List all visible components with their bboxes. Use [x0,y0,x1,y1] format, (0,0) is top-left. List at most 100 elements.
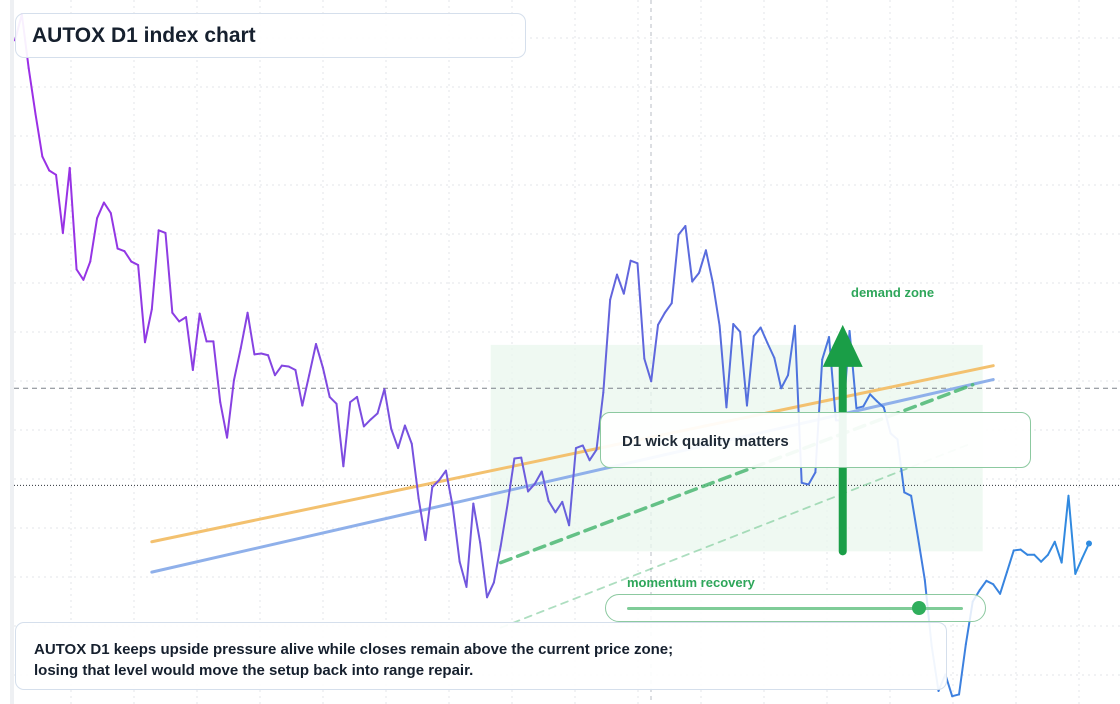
price-segment [609,273,618,301]
price-segment [1046,540,1056,556]
price-segment [506,457,516,506]
price-segment [390,428,400,450]
price-segment [287,365,297,372]
price-segment [862,393,872,408]
price-segment [643,357,653,383]
price-segment [96,201,105,220]
price-segment [520,456,530,493]
price-segment [725,323,735,409]
price-segment [1012,548,1022,552]
price-segment [171,311,181,323]
price-segment [595,391,605,451]
caption-line-2: losing that level would move the setup b… [34,662,474,679]
price-segment [451,506,461,563]
price-segment [294,369,304,407]
price-segment [431,479,441,489]
price-segment [636,262,646,360]
price-segment [267,354,276,377]
price-segment [232,347,242,382]
price-segment [48,169,58,176]
trendline-orange [150,364,995,544]
price-segment [677,225,687,236]
price-segment [951,693,961,698]
chart-title: AUTOX D1 index chart [15,13,526,58]
caption-line-1: AUTOX D1 keeps upside pressure alive whi… [34,641,674,658]
price-segment [321,366,331,398]
price-segment [178,316,188,323]
price-segment [711,281,721,327]
price-segment [561,500,571,527]
price-segment [191,312,201,372]
price-segment [992,583,1002,595]
price-segment [89,217,99,263]
left-axis-strip [10,0,14,704]
price-segment [554,500,564,514]
slider-knob[interactable] [912,601,927,615]
price-segment [985,579,995,586]
price-segment [780,374,790,390]
price-segment [116,247,126,253]
price-segment [684,225,694,283]
price-segment [301,374,311,407]
price-segment [479,541,489,599]
price-segment [55,173,64,234]
price-segment [766,342,776,359]
price-segment [157,229,167,234]
price-segment [663,302,673,314]
price-segment [458,560,468,588]
price-segment [602,298,612,394]
price-segment [800,481,810,486]
price-segment [102,201,112,214]
price-segment [588,448,598,462]
price-segment [732,323,742,333]
price-segment [1005,549,1015,574]
price-segment [82,260,92,281]
price-segment [704,249,714,284]
price-segment [807,471,817,486]
price-segment [513,456,523,460]
price-segment [226,379,235,439]
price-segment [362,418,372,428]
price-segment [143,308,153,344]
price-segment [34,113,44,158]
price-segment [622,259,632,295]
price-segment [745,335,755,407]
price-segment [486,581,495,599]
price-segment [349,395,359,404]
momentum-slider[interactable] [605,594,986,622]
price-segment [903,491,913,497]
price-segment [739,330,748,407]
price-segment [752,326,762,338]
price-segment [527,482,536,493]
price-segment [691,271,701,283]
note-callout: D1 wick quality matters [600,412,1031,468]
price-segment [718,324,728,409]
price-segment [999,571,1008,595]
price-segment [328,395,338,405]
price-segment [670,233,680,305]
price-segment [417,497,427,542]
trendline-green-faint [499,441,974,629]
price-segment [1033,553,1043,563]
price-segment [273,364,283,377]
price-segment [1067,494,1077,575]
price-segment [821,336,831,361]
slider-track[interactable] [627,607,963,610]
price-segment [910,494,919,539]
price-segment [314,342,324,369]
last-price-dot [1086,540,1092,547]
price-segment [424,486,434,542]
price-segment [397,424,406,450]
price-segment [978,579,988,592]
price-segment [657,311,666,326]
demand-zone-label: demand zone [851,285,935,300]
price-segment [41,155,51,172]
price-segment [650,323,660,383]
price-segment [574,444,584,450]
horizontal-levels [14,387,1120,486]
price-segment [150,229,160,311]
price-segment [185,316,194,372]
price-segment [759,326,769,345]
price-segment [869,393,878,403]
